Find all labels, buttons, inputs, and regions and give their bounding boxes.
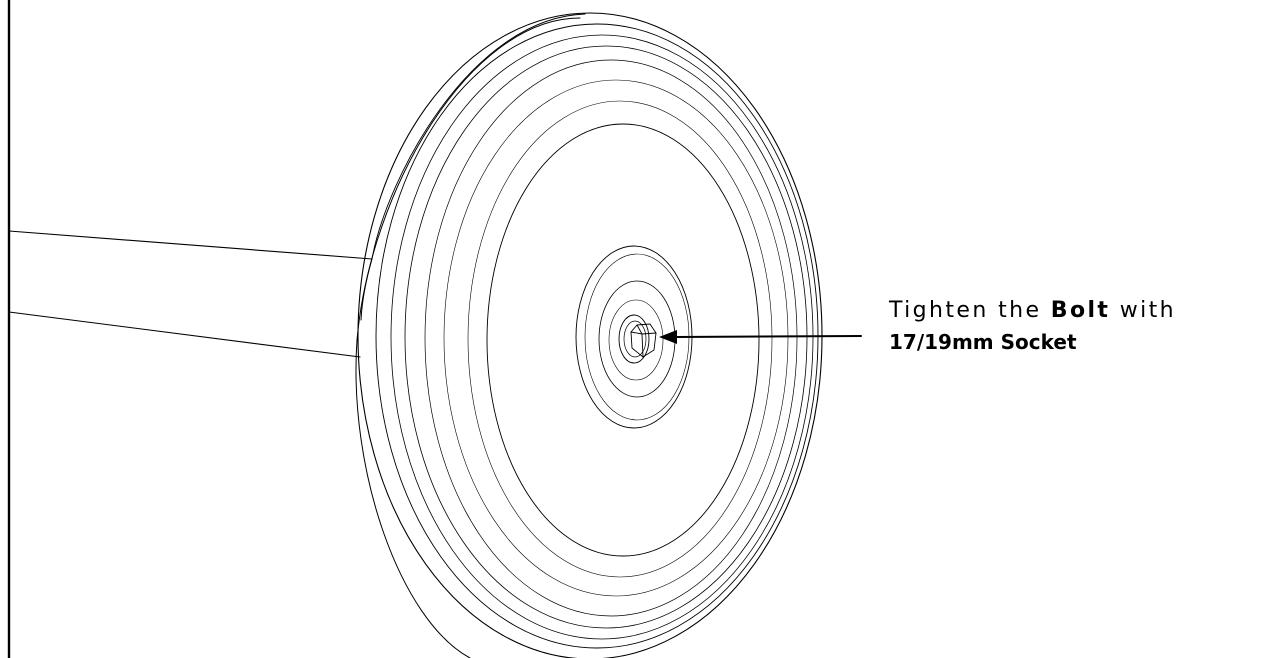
- callout-suffix: with: [1110, 298, 1176, 323]
- wheel-tread: [355, 13, 586, 658]
- callout-arrow-icon: [659, 330, 862, 344]
- callout-bolt-label: Bolt: [1050, 298, 1111, 323]
- bolt-head-icon: [630, 323, 657, 358]
- axle-tube: [8, 230, 373, 358]
- callout-line-1: Tighten the Bolt with: [889, 296, 1176, 326]
- callout-prefix: Tighten the: [889, 298, 1051, 323]
- washer: [618, 314, 650, 364]
- callout-instruction: Tighten the Bolt with 17/19mm Socket: [889, 296, 1176, 357]
- callout-tool-label: 17/19mm Socket: [889, 330, 1077, 354]
- wheel-front-rings: [357, 12, 823, 658]
